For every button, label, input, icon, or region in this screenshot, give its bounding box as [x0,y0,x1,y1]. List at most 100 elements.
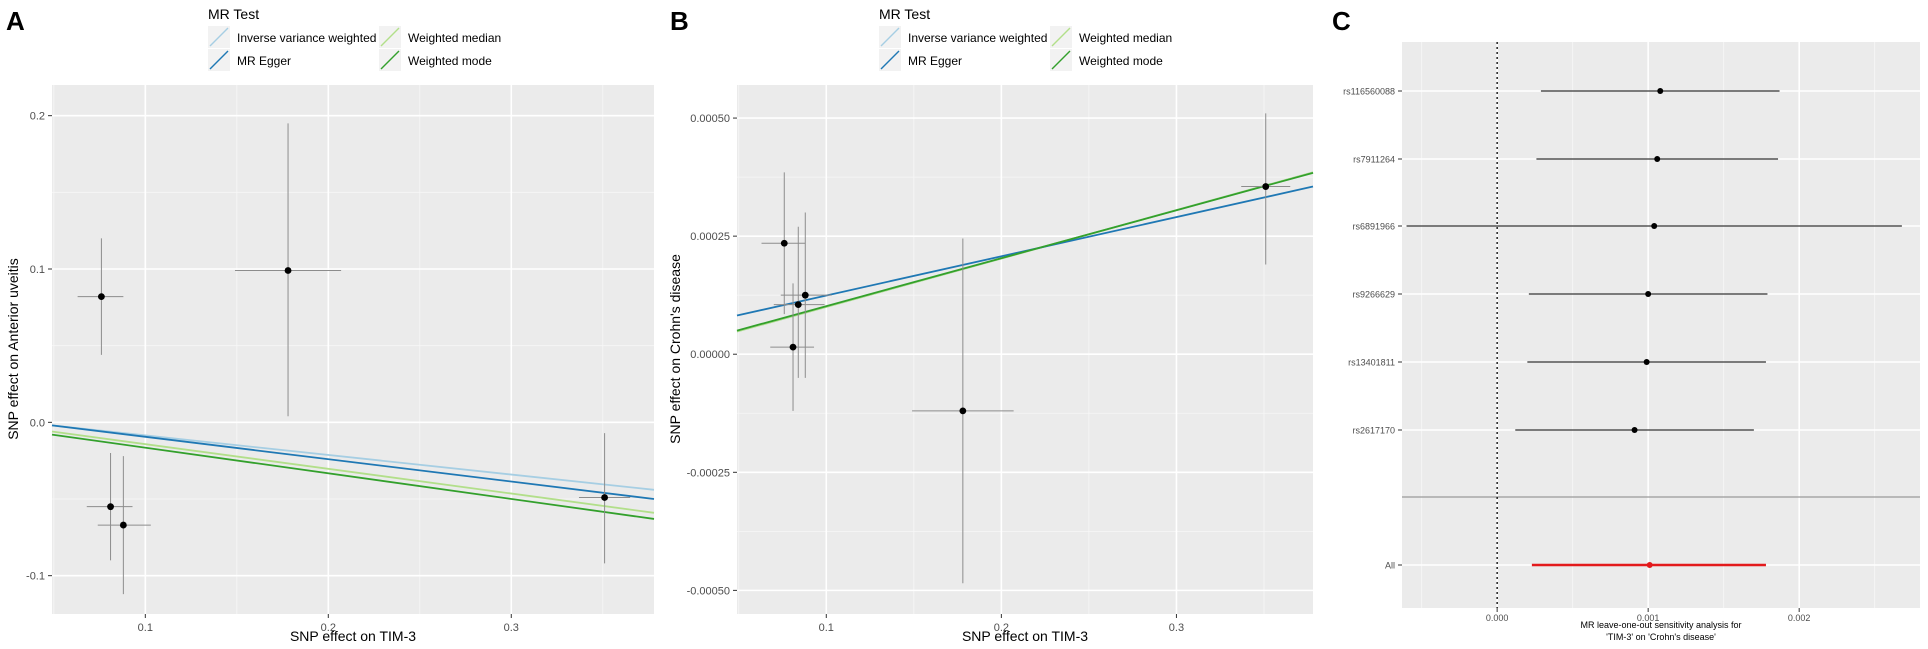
legend-a-label-median: Weighted median [408,31,501,45]
panel-label-a: A [6,6,25,36]
panel-c-estimate-all [1646,562,1653,568]
panel-c-plot-background [1402,42,1920,608]
legend-a-label-ivw: Inverse variance weighted [237,31,376,45]
panel-c-row-label-rs2617170: rs2617170 [1352,426,1395,436]
panel-c-x-tick-label-2: 0.002 [1788,613,1811,623]
panel-a-x-tick-label-0: 0.1 [138,622,153,634]
panel-c-estimate-rs6891966 [1651,223,1658,229]
panel-b-snp-point-2 [794,301,802,309]
panel-c-title-line-2: 'TIM-3' on 'Crohn's disease' [1606,632,1716,642]
panel-a-y-axis-title: SNP effect on Anterior uveitis [5,258,21,440]
panel-b-y-tick-label-0: 0.00050 [690,113,730,125]
legend-b-label-median: Weighted median [1079,31,1172,45]
panel-c-x-tick-label-1: 0.001 [1637,613,1660,623]
panel-a-snp-point-4 [601,494,608,501]
panel-b-x-tick-label-0: 0.1 [819,622,834,634]
panel-a-snp-point-2 [107,503,114,511]
legend-a-label-egger: MR Egger [237,54,291,68]
legend-a: MR Test Inverse variance weighted MR Egg… [208,6,501,71]
panel-c-estimate-rs2617170 [1631,427,1638,433]
panel-c-row-label-rs116560088: rs116560088 [1343,87,1395,97]
panel-a-x-ticks: 0.1 0.2 0.3 [138,614,519,634]
panel-a-y-tick-label-3: -0.1 [26,571,45,583]
panel-b-snp-point-3 [789,343,797,351]
panel-c-title-line-1: MR leave-one-out sensitivity analysis fo… [1580,620,1741,630]
panel-b-snp-point-4 [959,407,967,415]
panel-c-estimate-rs9266629 [1645,291,1652,297]
panel-b-y-ticks: 0.00050 0.00025 0.00000 -0.00025 -0.00050 [687,113,737,597]
panel-a-snp-point-3 [119,521,127,529]
panel-a-points [98,267,608,529]
panel-b-y-tick-label-1: 0.00025 [690,231,730,243]
panel-b-x-tick-label-1: 0.2 [994,622,1009,634]
panel-b-snp-point-5 [1262,183,1270,190]
panel-b-plot-background [737,85,1313,614]
panel-b-y-tick-label-4: -0.00050 [687,585,730,597]
panel-a-fit-line-mr-egger [51,424,655,500]
panel-b-snp-point-0 [780,239,788,247]
legend-a-key-egger-line [209,50,229,70]
legend-b-key-median-line [1051,27,1071,47]
panel-c-row-label-rs7911264: rs7911264 [1353,155,1395,165]
panel-c-estimate-rs7911264 [1654,156,1661,162]
panel-b-snp-point-1 [801,291,809,299]
legend-b-label-ivw: Inverse variance weighted [908,31,1047,45]
panel-c-minor-grid [1421,42,1876,608]
panel-a-x-tick-label-2: 0.3 [504,622,519,634]
panel-b-x-tick-label-2: 0.3 [1169,622,1184,634]
panel-b-major-grid [737,85,1313,614]
legend-a-label-mode: Weighted mode [408,54,492,68]
panel-c-row-label-all: All [1385,561,1395,571]
panel-b-y-axis-title: SNP effect on Crohn's disease [667,254,683,444]
panel-a-y-tick-label-0: 0.2 [30,111,45,123]
panel-a-y-tick-label-1: 0.1 [30,264,45,276]
panel-a-y-ticks: 0.2 0.1 0.0 -0.1 [26,111,52,583]
panel-b-points [780,183,1270,415]
panel-a-plot-background [52,85,654,614]
panel-c-estimate-rs13401811 [1643,359,1650,365]
panel-b-fit-line-weighted-mode [736,171,1314,332]
legend-b-key-egger-line [880,50,900,70]
legend-b: MR Test Inverse variance weighted MR Egg… [879,6,1172,71]
panel-a-major-grid [52,85,654,614]
panel-a-fit-lines [51,424,655,520]
panel-c-row-labels: rs116560088 rs7911264 rs6891966 rs9266629 rs… [1343,87,1402,571]
panel-a-fit-line-inverse-variance-weighted [51,424,655,491]
legend-b-label-egger: MR Egger [908,54,962,68]
panel-c-estimates [1631,88,1664,568]
panel-a-snp-point-1 [284,267,292,274]
panel-a-x-axis-title: SNP effect on TIM-3 [290,628,416,644]
panel-label-b: B [670,6,689,36]
panel-c-x-ticks: 0.000 0.001 0.002 [1486,608,1811,623]
legend-b-key-mode-line [1051,50,1071,70]
panel-c-row-label-rs9266629: rs9266629 [1352,290,1395,300]
legend-a-key-ivw-line [209,27,229,47]
panel-b-x-ticks: 0.1 0.2 0.3 [819,614,1184,634]
panel-a-scatter: 0.1 0.2 0.3 0.2 0.1 0.0 -0.1 SNP effect on TI… [5,85,655,644]
legend-a-title: MR Test [208,6,259,22]
panel-a-snp-point-0 [98,293,105,300]
legend-b-title: MR Test [879,6,930,22]
panel-c-forest: rs116560088 rs7911264 rs6891966 rs9266629 rs… [1343,42,1920,642]
panel-a-minor-grid [52,85,654,614]
panel-a-y-tick-label-2: 0.0 [30,417,45,429]
legend-b-key-ivw-line [880,27,900,47]
panel-a-x-tick-label-1: 0.2 [321,622,336,634]
panel-b-y-tick-label-2: 0.00000 [690,349,730,361]
panel-a-fit-line-weighted-median [51,430,655,514]
panel-c-row-label-rs6891966: rs6891966 [1352,222,1395,232]
panel-a-fit-line-weighted-mode [51,433,655,520]
panel-b-scatter: 0.1 0.2 0.3 0.00050 0.00025 0.00000 -0.00025 -… [667,85,1314,644]
panel-b-y-tick-label-3: -0.00025 [687,467,730,479]
panel-b-x-axis-title: SNP effect on TIM-3 [962,628,1088,644]
panel-c-row-label-rs13401811: rs13401811 [1348,358,1395,368]
panel-c-estimate-rs116560088 [1657,88,1664,94]
panel-b-fit-lines [736,171,1314,333]
legend-b-label-mode: Weighted mode [1079,54,1163,68]
panel-b-minor-grid [737,85,1313,614]
legend-a-key-median-line [380,27,400,47]
legend-a-key-mode-line [380,50,400,70]
panel-label-c: C [1332,6,1351,36]
panel-c-x-tick-label-0: 0.000 [1486,613,1509,623]
